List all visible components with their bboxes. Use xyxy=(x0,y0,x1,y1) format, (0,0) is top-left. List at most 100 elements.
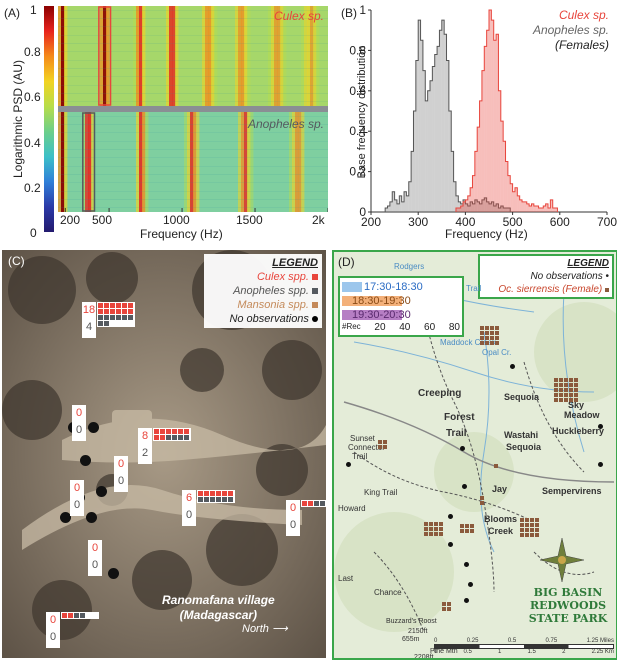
anopheles-square xyxy=(222,497,227,502)
anopheles-count: 0 xyxy=(49,631,57,643)
hist-bar xyxy=(477,127,480,212)
spectro-anopheles-col xyxy=(82,112,86,212)
hist-bar xyxy=(396,203,400,212)
map-label: Huckleberry xyxy=(552,426,605,436)
c-legend-culex-swatch xyxy=(312,274,318,280)
cb-tick-1: 1 xyxy=(30,3,37,17)
scale-mi-0: 0 xyxy=(434,638,438,644)
a-xtick-1500: 1500 xyxy=(236,213,263,227)
spectro-culex-col xyxy=(103,6,107,106)
park-name-2: REDWOODS xyxy=(529,599,607,612)
culex-square xyxy=(160,429,165,434)
hist-bar xyxy=(514,187,518,212)
no-observation-dot xyxy=(86,512,97,523)
anopheles-count: 0 xyxy=(185,509,193,521)
oc-sierrensis-square xyxy=(439,522,443,526)
culex-square xyxy=(116,303,121,308)
hist-bar xyxy=(538,207,541,212)
oc-sierrensis-square xyxy=(480,496,484,500)
c-legend-anopheles: Anopheles spp. xyxy=(208,284,318,298)
oc-sierrensis-square xyxy=(485,326,489,330)
spectro-culex-col xyxy=(139,6,143,106)
oc-sierrensis-square xyxy=(554,378,558,382)
spectro-culex-col xyxy=(61,6,65,106)
hist-bar xyxy=(408,181,412,212)
culex-count: 6 xyxy=(185,492,193,504)
oc-sierrensis-square xyxy=(569,388,573,392)
oc-sierrensis-square xyxy=(485,331,489,335)
anopheles-square xyxy=(104,315,109,320)
hist-bar xyxy=(526,203,530,212)
cb-tick-02: 0.2 xyxy=(24,181,41,195)
oc-sierrensis-square xyxy=(520,523,524,527)
anopheles-square xyxy=(184,435,189,440)
d-rec-80: 80 xyxy=(448,322,460,333)
c-legend-culex: Culex spp. xyxy=(208,270,318,284)
spectro-anopheles-col xyxy=(136,112,140,212)
spectro-anopheles-col xyxy=(193,112,197,212)
no-observation-dot xyxy=(88,422,99,433)
c-legend-noobs-dot xyxy=(312,316,318,322)
oc-sierrensis-square xyxy=(424,522,428,526)
oc-sierrensis-square xyxy=(559,393,563,397)
spectro-culex-col xyxy=(166,6,170,106)
oc-sierrensis-square xyxy=(460,529,464,533)
d-rec-40: 40 xyxy=(399,322,411,333)
anopheles-square xyxy=(98,315,103,320)
hist-bar xyxy=(385,207,388,212)
oc-sierrensis-square xyxy=(490,341,494,345)
anopheles-square xyxy=(204,497,209,502)
hist-bar xyxy=(472,175,475,212)
oc-sierrensis-square xyxy=(465,524,469,528)
no-observation-dot xyxy=(468,582,473,587)
oc-sierrensis-square xyxy=(559,398,563,402)
hist-bar xyxy=(503,207,506,212)
hist-bar xyxy=(411,151,414,212)
c-legend-noobs-text: No observations xyxy=(229,313,309,325)
hist-bar xyxy=(458,207,461,212)
park-name-1: BIG BASIN xyxy=(533,586,603,599)
panel-d: (D) 17:30-18:30 18:30-19:30 19:30-20:30 … xyxy=(332,250,617,660)
anopheles-count: 2 xyxy=(141,447,149,459)
oc-sierrensis-square xyxy=(480,331,484,335)
hist-bar xyxy=(500,121,504,212)
map-label: Last xyxy=(338,574,354,583)
anopheles-square xyxy=(80,613,85,618)
hist-bar xyxy=(507,175,511,212)
spectro-culex-col xyxy=(142,6,146,106)
oc-sierrensis-square xyxy=(434,522,438,526)
spectro-culex-col xyxy=(277,6,281,106)
hist-bar xyxy=(491,201,494,212)
spectro-culex-col xyxy=(238,6,242,106)
d-rec-label: #Rec xyxy=(342,322,361,331)
anopheles-count: 0 xyxy=(117,475,125,487)
panel-b-legend: Culex sp. Anopheles sp. (Females) xyxy=(533,8,609,53)
culex-count: 0 xyxy=(117,458,125,470)
oc-sierrensis-square xyxy=(564,398,568,402)
anopheles-square xyxy=(320,501,325,506)
oc-sierrensis-square xyxy=(559,383,563,387)
hist-bar xyxy=(389,201,393,212)
colorbar xyxy=(44,6,54,232)
anopheles-square xyxy=(104,321,109,326)
anopheles-square xyxy=(228,497,233,502)
no-observation-dot xyxy=(598,462,603,467)
spectro-culex xyxy=(58,6,328,106)
hist-bar xyxy=(491,20,494,212)
hist-bar xyxy=(496,203,499,212)
oc-sierrensis-square xyxy=(574,398,578,402)
anopheles-count: 4 xyxy=(85,321,93,333)
spectro-culex-col xyxy=(247,6,251,106)
hist-bar xyxy=(474,199,478,212)
anopheles-square xyxy=(172,435,177,440)
no-observation-dot xyxy=(108,568,119,579)
cb-tick-06: 0.6 xyxy=(24,90,41,104)
scale-km-1: 0.5 xyxy=(463,649,472,655)
panel-a-xlabel: Frequency (Hz) xyxy=(140,227,223,241)
oc-sierrensis-square xyxy=(569,398,573,402)
spectro-anopheles-label: Anopheles sp. xyxy=(247,117,324,131)
spectro-anopheles-col xyxy=(289,112,293,212)
